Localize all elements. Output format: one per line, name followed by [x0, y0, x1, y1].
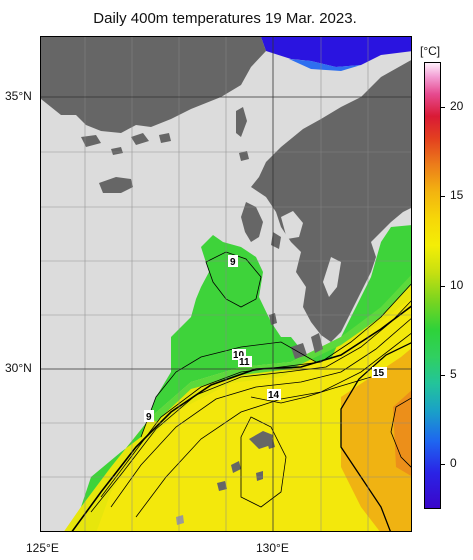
lon-label-125: 125°E	[26, 541, 59, 555]
contour-label-9-north: 9	[230, 257, 236, 268]
colorbar	[424, 62, 441, 509]
colorbar-tick-mark	[441, 285, 445, 287]
iki-island	[239, 151, 249, 161]
colorbar-tick-mark	[441, 106, 445, 108]
ryukyu-islands	[217, 439, 275, 491]
warm-water-area	[64, 274, 411, 531]
colorbar-tick-label: 0	[450, 456, 457, 471]
contour-label-box-4	[238, 356, 252, 367]
contour-lines	[71, 251, 411, 531]
temperature-map: 9 9 10 11 14 15	[40, 36, 412, 532]
graticule-major	[41, 37, 411, 531]
cold-blue-patch-edge	[289, 59, 361, 71]
contour-strong	[71, 305, 411, 531]
very-warm-water-area	[341, 348, 411, 531]
korea-islands	[81, 133, 171, 155]
contour-16	[390, 397, 411, 468]
korea-land	[41, 37, 266, 133]
colorbar-tick-label: 15	[450, 188, 464, 203]
contour-14	[250, 376, 372, 404]
lat-label-35: 35°N	[5, 89, 32, 103]
cold-blue-patch	[261, 37, 411, 67]
kyushu-inlet	[323, 257, 341, 297]
graticule	[41, 37, 411, 531]
jeju-island	[99, 177, 133, 193]
contour-label-box-3	[232, 349, 246, 360]
contour-15	[340, 342, 411, 531]
colorbar-tick-mark	[441, 464, 445, 466]
contour-label-box-2	[144, 410, 154, 422]
contour-label-box-1	[228, 255, 238, 267]
colorbar-tick-mark	[441, 374, 445, 376]
contour-9	[140, 341, 317, 438]
map-title: Daily 400m temperatures 19 Mar. 2023.	[93, 10, 357, 27]
tanegashima-island	[311, 333, 323, 353]
contour-14-south	[240, 416, 287, 508]
lat-label-30: 30°N	[5, 361, 32, 375]
contour-label-11: 11	[239, 357, 250, 368]
colorbar-tick-label: 10	[450, 277, 464, 292]
contour-label-10: 10	[233, 350, 245, 361]
contour-label-9-west: 9	[146, 412, 152, 423]
colorbar-unit: [°C]	[420, 44, 441, 58]
contour-9-north	[205, 251, 262, 308]
contour-label-15: 15	[373, 368, 385, 379]
contour-label-14: 14	[268, 390, 280, 401]
kyushu-west-coast	[241, 202, 281, 249]
japan-land	[251, 60, 411, 342]
contour-label-box-5	[267, 389, 281, 400]
contour-label-box-6	[372, 367, 387, 378]
colorbar-tick-label: 5	[450, 366, 457, 381]
cool-yellow-band	[64, 281, 411, 531]
colorbar-tick-label: 20	[450, 98, 464, 113]
kyushu-bay	[281, 211, 303, 239]
colorbar-tick-mark	[441, 196, 445, 198]
warmest-water-patch	[393, 390, 411, 476]
land-fragment	[176, 515, 184, 525]
lon-label-130: 130°E	[256, 541, 289, 555]
contour-12	[110, 318, 411, 508]
contour-11	[90, 300, 411, 513]
tsushima-island	[236, 107, 247, 137]
amami-island	[249, 431, 273, 449]
